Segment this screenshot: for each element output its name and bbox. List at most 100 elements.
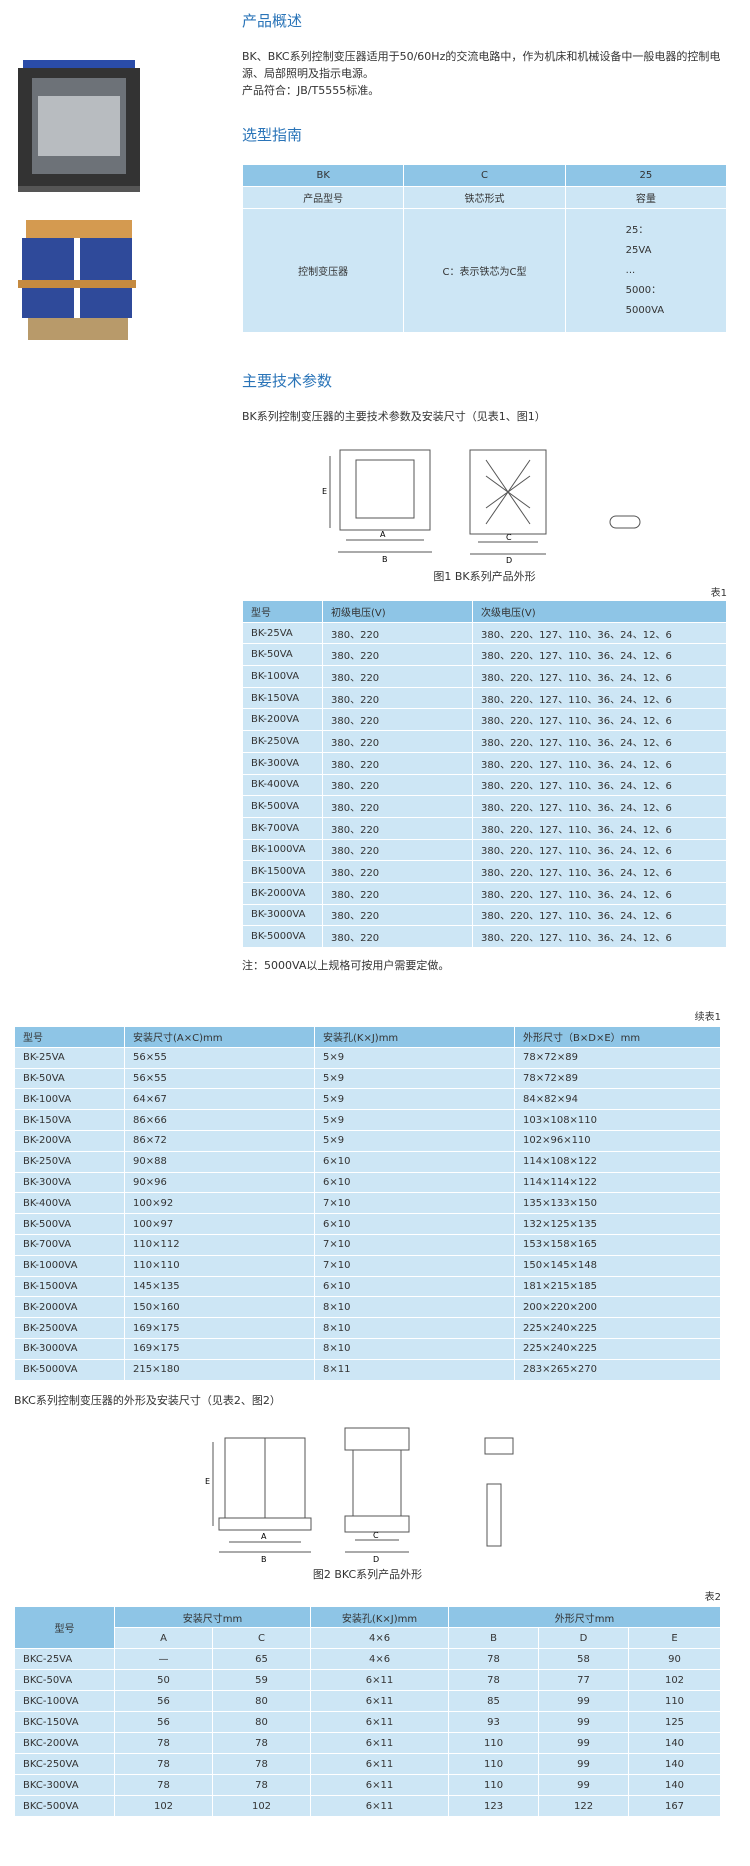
cell: BKC-200VA (14, 1732, 115, 1754)
cell: 78 (211, 1774, 312, 1796)
cell: 5×9 (314, 1088, 515, 1111)
cell: 169×175 (124, 1317, 315, 1339)
table-row: BK-3000VA 169×175 8×10 225×240×225 (14, 1337, 721, 1360)
table-row: BK-25VA 380、220 380、220、127、110、36、24、12、6 (242, 621, 727, 645)
cell: 110×112 (124, 1233, 315, 1256)
cell: 78 (448, 1648, 540, 1670)
table-row: BK-50VA 380、220 380、220、127、110、36、24、12、6 (242, 643, 727, 667)
cell: 56 (114, 1690, 213, 1712)
cell: 84×82×94 (514, 1088, 721, 1111)
cell: 283×265×270 (514, 1358, 721, 1381)
cell: 5×9 (314, 1067, 515, 1090)
table-row: BK-500VA 100×97 6×10 132×125×135 (14, 1213, 721, 1235)
cell: BK-250VA (242, 730, 323, 753)
cell: 78 (114, 1753, 213, 1775)
table-row: BK-200VA 86×72 5×9 102×96×110 (14, 1129, 721, 1152)
cell: 7×10 (314, 1254, 515, 1277)
cell: 200×220×200 (514, 1296, 721, 1319)
cell: 380、220 (322, 881, 473, 905)
cell: 110 (628, 1690, 721, 1712)
figure-label: C (506, 533, 512, 542)
figure-caption: 图2 BKC系列产品外形 (312, 1568, 423, 1581)
table-row: BKC-25VA —65 4×6 78 58 90 (14, 1648, 721, 1670)
cell: 380、220、127、110、36、24、12、6 (472, 665, 727, 688)
figure-label: B (382, 555, 388, 564)
figure-label: D (373, 1555, 379, 1564)
cell: 85 (448, 1690, 540, 1712)
cell: 380、220、127、110、36、24、12、6 (472, 860, 727, 883)
intro: BK系列控制变压器的主要技术参数及安装尺寸（见表1、图1） (242, 410, 546, 423)
cell: 80 (211, 1711, 312, 1733)
cell: BKC-25VA (14, 1648, 115, 1670)
cell: BK-200VA (14, 1129, 125, 1152)
cell: BK-50VA (14, 1067, 125, 1090)
cell: 380、220、127、110、36、24、12、6 (472, 773, 727, 797)
cell: 380、220、127、110、36、24、12、6 (472, 816, 727, 840)
cell: 99 (538, 1732, 630, 1754)
cell: BK-700VA (242, 816, 323, 840)
table-row: BKC-250VA 78 78 6×11 110 99 140 (14, 1753, 721, 1775)
paragraph: BK、BKC系列控制变压器适用于50/60Hz的交流电路中，作为机床和机械设备中… (242, 50, 721, 80)
table-row: BK-1500VA 145×135 6×10 181×215×185 (14, 1275, 721, 1298)
paragraph: 产品符合：JB/T5555标准。 (242, 84, 380, 97)
cell: 380、220 (322, 665, 473, 688)
cell: BKC-500VA (14, 1795, 115, 1817)
cell: 次级电压(V) (472, 600, 727, 623)
cell: 型号 (14, 1606, 115, 1649)
cell: 6×11 (310, 1669, 450, 1691)
cell: 8×10 (314, 1337, 515, 1360)
cell: 380、220 (322, 903, 473, 927)
product-photos (18, 60, 140, 340)
cell: BK-100VA (14, 1088, 125, 1111)
cell: 86×66 (124, 1109, 315, 1131)
cell: 114×108×122 (514, 1150, 721, 1173)
table-row: BK-2000VA 380、220 380、220、127、110、36、24、12… (242, 881, 727, 905)
cell: BK-1000VA (242, 838, 323, 862)
note: 注：5000VA以上规格可按用户需要定做。 (242, 959, 450, 972)
cell: BK-700VA (14, 1233, 125, 1256)
cell: 安装孔(K×J)mm (314, 1026, 515, 1048)
section-title: 主要技术参数 (242, 372, 333, 390)
cell: 78 (211, 1732, 312, 1754)
cell: 380、220、127、110、36、24、12、6 (472, 643, 727, 667)
cell: 80 (211, 1690, 312, 1712)
cell: D (538, 1627, 630, 1649)
figure-label: D (506, 556, 512, 565)
cell: 150×160 (124, 1296, 315, 1319)
cell: 380、220、127、110、36、24、12、6 (472, 838, 727, 862)
cell: 140 (628, 1753, 721, 1775)
cell: 99 (538, 1690, 630, 1712)
cell: BK-500VA (14, 1213, 125, 1235)
table-row: BKC-50VA 50 59 6×11 78 77 102 (14, 1669, 721, 1691)
cell: BK-2500VA (14, 1317, 125, 1339)
cell: BK-400VA (242, 773, 323, 797)
cell: 380、220 (322, 838, 473, 862)
cell: 145×135 (124, 1275, 315, 1298)
table-row: BK-300VA 90×96 6×10 114×114×122 (14, 1171, 721, 1194)
cell: 123 (448, 1795, 540, 1817)
cell: 产品型号 (241, 186, 405, 209)
cell: BKC-50VA (14, 1669, 115, 1691)
cell: 110 (448, 1753, 540, 1775)
cell: 380、220、127、110、36、24、12、6 (472, 730, 727, 753)
cell: 6×11 (310, 1774, 450, 1796)
table-row: BK-50VA 56×55 5×9 78×72×89 (14, 1067, 721, 1090)
cell: 25 (564, 164, 728, 187)
cell: 135×133×150 (514, 1192, 721, 1215)
cell: 安装孔(K×J)mm (310, 1606, 450, 1628)
figure-2: A B C D E (205, 1427, 514, 1564)
cell: 181×215×185 (514, 1275, 721, 1298)
cell: 56 (114, 1711, 213, 1733)
table-1: 型号 初级电压(V) 次级电压(V) BK-25VA 380、220 380、220、12… (242, 600, 727, 948)
cell: 4×6 (310, 1627, 450, 1649)
cell: 380、220、127、110、36、24、12、6 (472, 925, 727, 948)
figure-caption: 图1 BK系列产品外形 (433, 570, 536, 583)
cell: 7×10 (314, 1233, 515, 1256)
cell: 78×72×89 (514, 1067, 721, 1090)
intro: BKC系列控制变压器的外形及安装尺寸（见表2、图2） (14, 1394, 281, 1407)
cell: BK-300VA (242, 751, 323, 775)
cell: B (448, 1627, 540, 1649)
cell: 78 (114, 1732, 213, 1754)
cell: 78×72×89 (514, 1046, 721, 1069)
cell: BK-150VA (14, 1109, 125, 1131)
